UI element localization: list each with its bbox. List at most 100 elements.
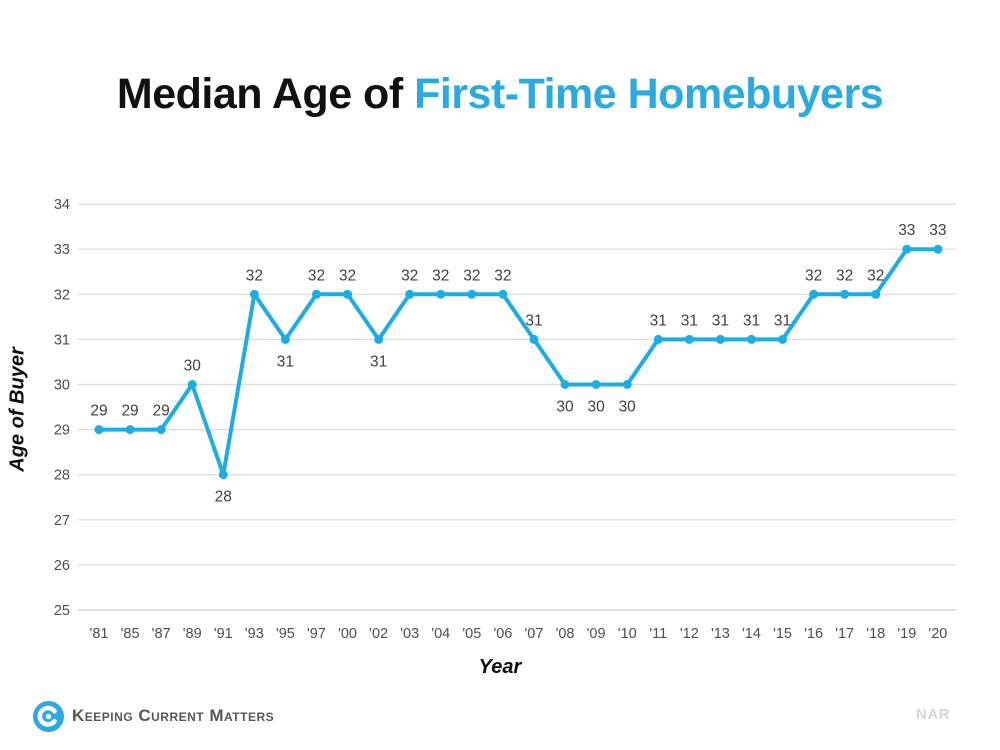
y-tick-label: 34 (54, 197, 70, 213)
data-label: 31 (370, 353, 387, 370)
data-label: 32 (308, 267, 325, 284)
data-point (311, 289, 321, 299)
data-point (529, 334, 539, 344)
y-tick-label: 25 (54, 603, 70, 619)
x-tick-label: '18 (866, 626, 885, 642)
source-label: NAR (916, 706, 950, 723)
data-label: 31 (681, 312, 698, 329)
data-label: 33 (898, 222, 915, 239)
data-label: 32 (246, 267, 263, 284)
data-label: 31 (525, 312, 542, 329)
x-tick-label: '08 (556, 626, 575, 642)
page-title: Median Age of First-Time Homebuyers (0, 70, 1000, 119)
data-point (436, 289, 446, 299)
title-black-part: Median Age of (116, 70, 415, 118)
data-label: 33 (929, 222, 946, 239)
data-point (94, 425, 104, 435)
x-tick-label: '13 (711, 626, 730, 642)
x-tick-label: '06 (493, 626, 512, 642)
x-tick-label: '97 (307, 626, 326, 642)
x-tick-label: '12 (680, 626, 699, 642)
data-point (560, 380, 570, 389)
x-tick-label: '04 (431, 626, 450, 642)
x-tick-label: '00 (338, 626, 357, 642)
data-label: 32 (432, 267, 449, 284)
y-tick-label: 26 (54, 558, 70, 574)
data-label: 32 (867, 267, 884, 284)
data-point (778, 334, 788, 344)
data-label: 32 (836, 267, 853, 284)
x-axis-title: Year (478, 656, 522, 678)
data-point (218, 470, 228, 480)
x-tick-label: '81 (90, 626, 109, 642)
x-tick-label: '85 (121, 626, 140, 642)
data-point (280, 334, 290, 344)
y-tick-label: 27 (54, 513, 70, 529)
kcm-logo-text: Keeping Current Matters (72, 706, 275, 725)
chart-svg: 25 26 27 28 29 30 31 32 33 34 '81 '85 '87 '89 '91 '93 '9… (54, 197, 956, 642)
data-point (871, 289, 881, 299)
x-tick-label: '02 (369, 626, 388, 642)
data-label: 29 (121, 403, 138, 420)
y-tick-label: 33 (54, 242, 70, 258)
y-tick-label: 29 (54, 423, 70, 439)
y-tick-label: 30 (54, 378, 70, 394)
data-point (933, 244, 943, 254)
data-label: 31 (774, 312, 791, 329)
x-tick-label: '10 (618, 626, 637, 642)
data-point (684, 334, 694, 344)
data-point (156, 425, 166, 435)
data-point (498, 289, 508, 299)
kcm-logo-icon (33, 700, 64, 732)
y-tick-label: 32 (54, 287, 70, 303)
data-label: 31 (650, 312, 667, 329)
x-tick-label: '91 (214, 626, 233, 642)
data-point (715, 334, 725, 344)
x-tick-label: '93 (245, 626, 264, 642)
data-label: 29 (153, 403, 170, 420)
data-label: 31 (277, 353, 294, 370)
x-tick-label: '03 (400, 626, 419, 642)
data-point (591, 380, 601, 389)
data-point (187, 380, 197, 389)
x-tick-label: '05 (462, 626, 481, 642)
x-tick-label: '14 (742, 626, 761, 642)
data-point (249, 289, 259, 299)
data-point (746, 334, 756, 344)
data-label: 30 (556, 399, 574, 416)
y-tick-label: 31 (54, 332, 70, 348)
x-tick-label: '20 (928, 626, 947, 642)
data-label: 32 (494, 267, 511, 284)
data-point (467, 289, 477, 299)
data-label: 32 (463, 267, 480, 284)
data-point (374, 334, 384, 344)
data-label: 32 (339, 267, 356, 284)
data-label: 30 (587, 399, 605, 416)
data-point (343, 289, 353, 299)
x-tick-label: '11 (649, 626, 667, 642)
data-label: 30 (184, 358, 202, 375)
x-tick-label: '87 (152, 626, 171, 642)
x-tick-label: '89 (183, 626, 202, 642)
data-point (653, 334, 663, 344)
data-point (622, 380, 632, 389)
data-point (809, 289, 819, 299)
x-tick-label: '17 (835, 626, 854, 642)
data-label: 31 (712, 312, 729, 329)
data-label: 32 (401, 267, 418, 284)
data-label: 32 (805, 267, 822, 284)
data-label: 31 (743, 312, 760, 329)
x-tick-label: '19 (897, 626, 916, 642)
data-point (405, 289, 415, 299)
x-tick-label: '09 (587, 626, 606, 642)
title-highlight-part: First-Time Homebuyers (414, 70, 884, 118)
data-label: 29 (90, 403, 107, 420)
y-tick-label: 28 (54, 468, 70, 484)
kcm-logo: Keeping Current Matters (33, 700, 274, 732)
data-point (125, 425, 135, 435)
data-point (840, 289, 850, 299)
x-tick-label: '07 (525, 626, 544, 642)
data-label: 28 (215, 489, 232, 506)
data-point (902, 244, 912, 254)
